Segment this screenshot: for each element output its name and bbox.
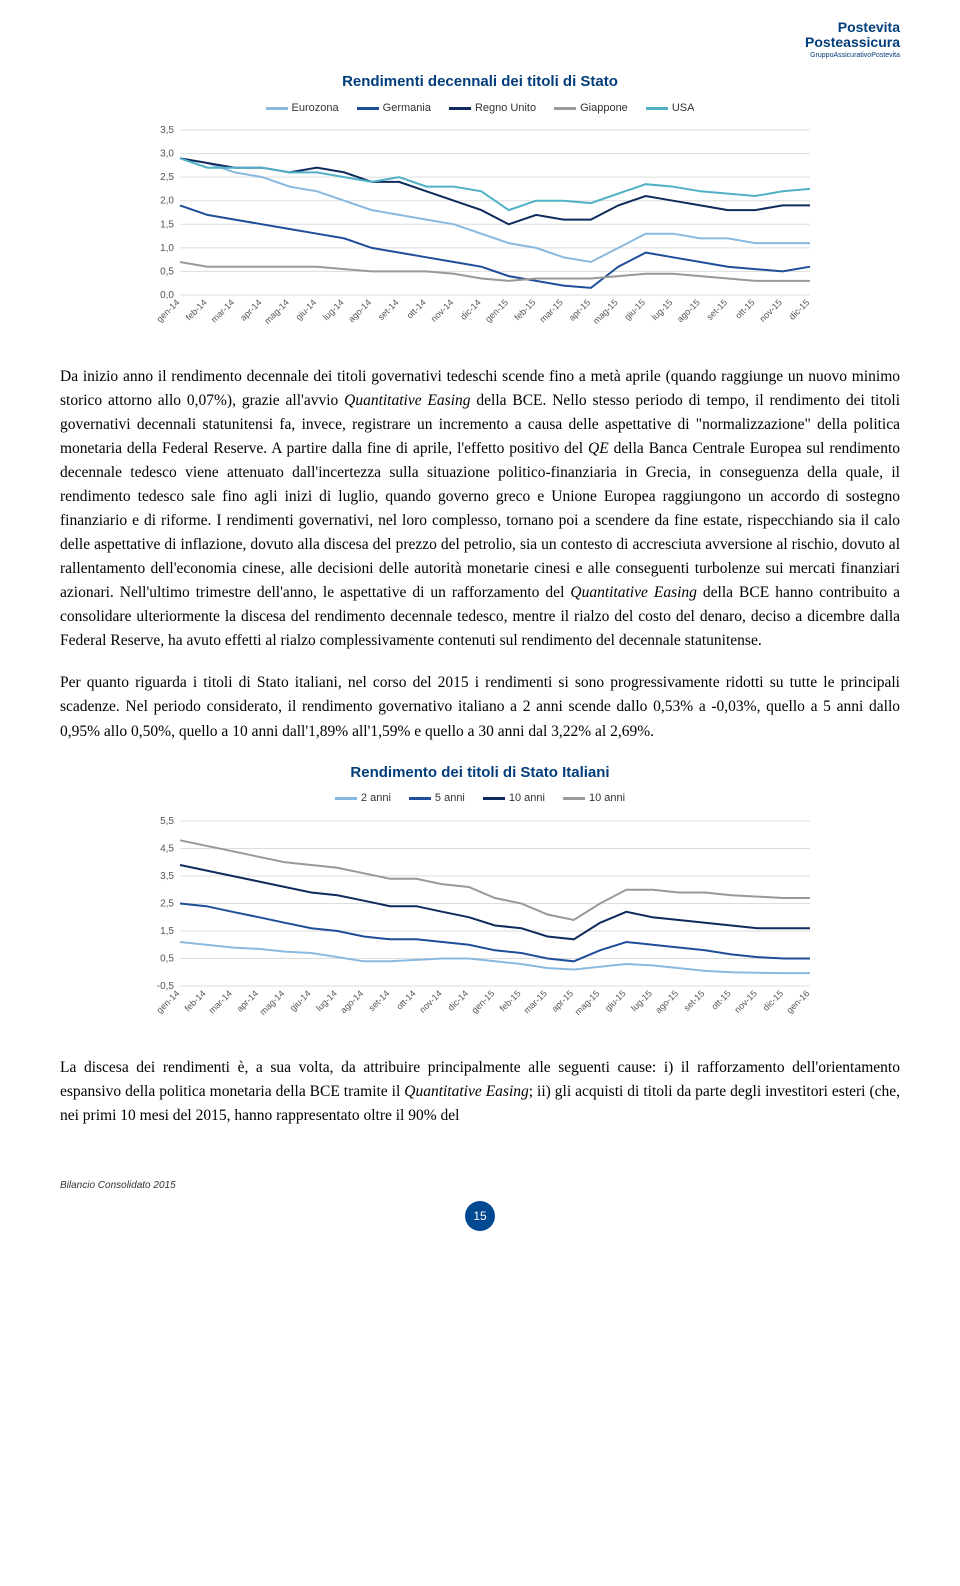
legend-item: Germania (357, 100, 431, 117)
svg-text:lug-15: lug-15 (650, 298, 675, 323)
svg-text:feb-15: feb-15 (512, 298, 537, 323)
svg-text:apr-14: apr-14 (235, 988, 260, 1013)
svg-text:set-15: set-15 (704, 298, 729, 323)
header-logo: Postevita Posteassicura GruppoAssicurati… (60, 20, 900, 61)
svg-text:3,5: 3,5 (160, 125, 174, 136)
svg-text:mar-14: mar-14 (207, 988, 234, 1015)
chart2-svg: -0,50,51,52,53,54,55,5gen-14feb-14mar-14… (140, 811, 820, 1031)
svg-text:2,5: 2,5 (160, 898, 174, 909)
svg-text:gen-16: gen-16 (785, 988, 812, 1015)
svg-text:mar-15: mar-15 (522, 988, 549, 1015)
svg-text:nov-15: nov-15 (732, 988, 759, 1015)
svg-text:nov-14: nov-14 (417, 988, 444, 1015)
chart1-title: Rendimenti decennali dei titoli di Stato (140, 71, 820, 94)
svg-text:ott-15: ott-15 (733, 298, 756, 321)
legend-item: 2 anni (335, 790, 391, 807)
svg-text:mag-15: mag-15 (573, 988, 602, 1017)
svg-text:nov-15: nov-15 (757, 298, 784, 325)
svg-text:0,5: 0,5 (160, 267, 174, 278)
svg-text:1,0: 1,0 (160, 243, 174, 254)
svg-text:ott-14: ott-14 (405, 298, 428, 321)
paragraph-2: Per quanto riguarda i titoli di Stato it… (60, 671, 900, 743)
svg-text:nov-14: nov-14 (429, 298, 456, 325)
svg-text:apr-15: apr-15 (567, 298, 592, 323)
chart1-container: Rendimenti decennali dei titoli di Stato… (140, 71, 820, 340)
svg-text:0,5: 0,5 (160, 953, 174, 964)
page-number: 15 (465, 1201, 495, 1231)
svg-text:set-14: set-14 (376, 298, 401, 323)
svg-text:feb-14: feb-14 (183, 988, 208, 1013)
svg-text:giu-14: giu-14 (288, 988, 313, 1013)
chart2-legend: 2 anni 5 anni 10 anni 10 anni (140, 790, 820, 807)
svg-text:set-14: set-14 (367, 988, 392, 1013)
svg-text:set-15: set-15 (682, 988, 707, 1013)
svg-text:mag-14: mag-14 (258, 988, 287, 1017)
legend-item: Regno Unito (449, 100, 536, 117)
svg-text:1,5: 1,5 (160, 926, 174, 937)
logo-line2: Posteassicura (60, 35, 900, 50)
svg-text:3,0: 3,0 (160, 149, 174, 160)
svg-text:lug-15: lug-15 (629, 988, 654, 1013)
legend-item: Eurozona (266, 100, 339, 117)
svg-text:giu-15: giu-15 (622, 298, 647, 323)
paragraph-3: La discesa dei rendimenti è, a sua volta… (60, 1056, 900, 1128)
svg-text:ago-14: ago-14 (346, 298, 373, 325)
svg-text:gen-15: gen-15 (470, 988, 497, 1015)
chart2-container: Rendimento dei titoli di Stato Italiani … (140, 762, 820, 1031)
svg-text:dic-14: dic-14 (458, 298, 482, 322)
svg-text:mar-14: mar-14 (209, 298, 236, 325)
svg-text:2,0: 2,0 (160, 196, 174, 207)
chart1-svg: 0,00,51,01,52,02,53,03,5gen-14feb-14mar-… (140, 120, 820, 340)
svg-text:ago-15: ago-15 (653, 988, 680, 1015)
svg-text:lug-14: lug-14 (321, 298, 346, 323)
svg-text:ott-15: ott-15 (709, 988, 732, 1011)
svg-text:4,5: 4,5 (160, 843, 174, 854)
chart2-title: Rendimento dei titoli di Stato Italiani (140, 762, 820, 785)
svg-text:5,5: 5,5 (160, 816, 174, 827)
svg-text:1,5: 1,5 (160, 220, 174, 231)
svg-text:apr-14: apr-14 (238, 298, 263, 323)
svg-text:mag-15: mag-15 (591, 298, 620, 327)
legend-item: 5 anni (409, 790, 465, 807)
svg-text:giu-14: giu-14 (294, 298, 319, 323)
svg-text:gen-14: gen-14 (155, 988, 182, 1015)
svg-text:ago-15: ago-15 (675, 298, 702, 325)
legend-item: USA (646, 100, 695, 117)
svg-text:lug-14: lug-14 (314, 988, 339, 1013)
svg-text:dic-15: dic-15 (787, 298, 811, 322)
chart1-legend: Eurozona Germania Regno Unito Giappone USA (140, 100, 820, 117)
svg-text:gen-14: gen-14 (155, 298, 182, 325)
legend-item: Giappone (554, 100, 628, 117)
svg-text:3,5: 3,5 (160, 871, 174, 882)
svg-text:2,5: 2,5 (160, 172, 174, 183)
legend-item: 10 anni (563, 790, 625, 807)
svg-text:giu-15: giu-15 (603, 988, 628, 1013)
paragraph-1: Da inizio anno il rendimento decennale d… (60, 365, 900, 653)
svg-text:dic-15: dic-15 (761, 988, 785, 1012)
svg-text:feb-15: feb-15 (498, 988, 523, 1013)
logo-line1: Postevita (60, 20, 900, 35)
svg-text:ago-14: ago-14 (338, 988, 365, 1015)
svg-text:apr-15: apr-15 (550, 988, 575, 1013)
svg-text:dic-14: dic-14 (446, 988, 470, 1012)
svg-text:gen-15: gen-15 (483, 298, 510, 325)
legend-item: 10 anni (483, 790, 545, 807)
svg-text:ott-14: ott-14 (394, 988, 417, 1011)
footer-doc-title: Bilancio Consolidato 2015 (60, 1178, 900, 1193)
logo-sub: GruppoAssicurativoPostevita (60, 51, 900, 62)
svg-text:mag-14: mag-14 (262, 298, 291, 327)
svg-text:mar-15: mar-15 (538, 298, 565, 325)
svg-text:feb-14: feb-14 (184, 298, 209, 323)
